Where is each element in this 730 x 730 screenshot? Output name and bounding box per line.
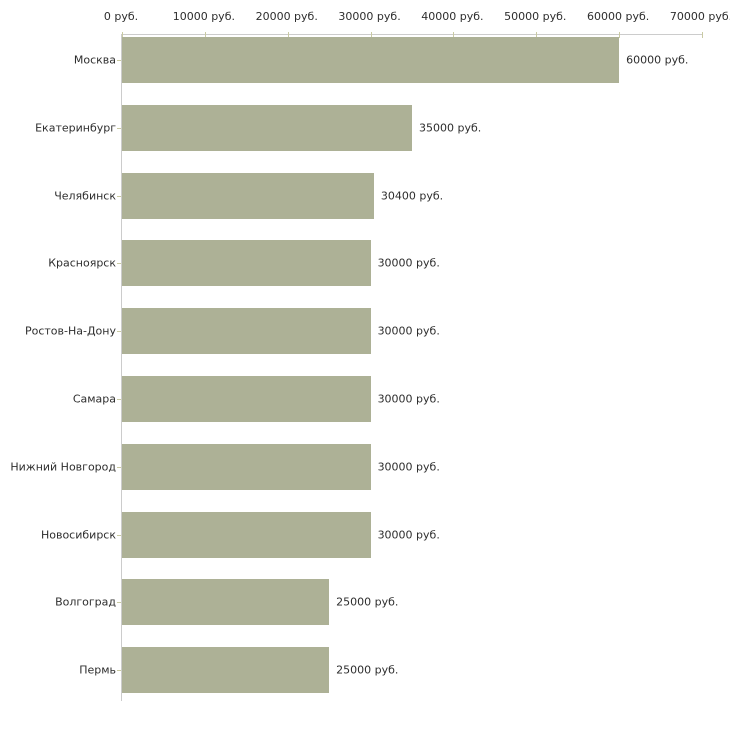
- x-axis-tick-mark: [453, 32, 455, 38]
- bar-row: Екатеринбург 35000 руб.: [35, 104, 702, 151]
- bar: [122, 647, 330, 694]
- category-tick-mark: [117, 399, 121, 400]
- category-label: Волгоград: [55, 595, 116, 609]
- bar-row: Волгоград 25000 руб.: [55, 579, 702, 626]
- category-tick-mark: [117, 195, 121, 197]
- plot-area: Москва 60000 руб. Екатеринбург 35000 руб…: [10, 32, 703, 701]
- category-tick-mark: [117, 331, 121, 333]
- bar: [122, 104, 412, 151]
- value-label: 30000 руб.: [377, 528, 440, 542]
- bar: [122, 376, 371, 422]
- x-axis-tick-mark: [619, 32, 621, 38]
- category-tick-mark: [117, 263, 121, 265]
- category-label: Красноярск: [48, 256, 116, 270]
- x-axis-tick-label: 50000 руб.: [504, 10, 567, 23]
- value-label: 25000 руб.: [336, 595, 399, 609]
- category-label: Новосибирск: [40, 528, 116, 542]
- bar: [122, 579, 330, 626]
- category-tick-mark: [117, 127, 121, 129]
- x-axis-tick-mark: [287, 32, 289, 38]
- bar-row: Челябинск 30400 руб.: [54, 172, 702, 219]
- bar-row: Пермь 25000 руб.: [79, 647, 702, 694]
- x-axis-tick-mark: [702, 32, 703, 38]
- bar: [122, 172, 374, 219]
- value-label: 30000 руб.: [377, 256, 440, 270]
- category-tick-mark: [117, 602, 121, 604]
- category-tick-mark: [117, 60, 121, 61]
- value-label: 60000 руб.: [626, 53, 689, 67]
- x-axis-tick-mark: [204, 32, 206, 38]
- value-label: 30000 руб.: [377, 324, 440, 338]
- category-label: Екатеринбург: [35, 121, 116, 135]
- bar-row: Нижний Новгород 30000 руб.: [10, 443, 702, 490]
- category-label: Нижний Новгород: [10, 460, 116, 474]
- bar-row: Красноярск 30000 руб.: [48, 240, 702, 287]
- x-axis-tick-mark: [370, 32, 372, 38]
- x-axis-tick-label: 30000 руб.: [338, 10, 401, 23]
- category-tick-mark: [117, 466, 121, 468]
- bar-row: Самара 30000 руб.: [73, 376, 702, 422]
- bar-row: Москва 60000 руб.: [74, 37, 702, 83]
- bar: [122, 443, 371, 490]
- x-axis-tick-label: 60000 руб.: [587, 10, 650, 23]
- category-tick-mark: [117, 670, 121, 672]
- x-axis-tick-label: 0 руб.: [103, 10, 139, 23]
- category-label: Самара: [72, 392, 116, 406]
- bar-row: Ростов-На-Дону 30000 руб.: [25, 308, 702, 355]
- x-axis-tick-mark: [122, 32, 123, 38]
- value-label: 30000 руб.: [377, 460, 440, 474]
- category-label: Ростов-На-Дону: [24, 324, 116, 338]
- x-axis-tick-mark: [536, 32, 538, 38]
- bar: [122, 37, 620, 83]
- x-axis-tick-label: 40000 руб.: [421, 10, 484, 23]
- value-label: 30400 руб.: [380, 189, 444, 203]
- bar-row: Новосибирск 30000 руб.: [41, 511, 702, 558]
- x-axis-tick-label: 70000 руб.: [669, 10, 730, 23]
- category-label: Пермь: [79, 663, 116, 677]
- bar: [122, 511, 371, 558]
- value-label: 30000 руб.: [377, 392, 440, 406]
- x-axis-tick-label: 10000 руб.: [172, 10, 235, 23]
- category-tick-mark: [117, 534, 121, 536]
- x-axis-tick-label: 20000 руб.: [255, 10, 318, 23]
- bar: [122, 240, 371, 287]
- value-label: 35000 руб.: [419, 121, 482, 135]
- bar: [122, 308, 371, 355]
- category-label: Челябинск: [54, 189, 116, 203]
- category-label: Москва: [73, 53, 116, 67]
- value-label: 25000 руб.: [336, 663, 399, 677]
